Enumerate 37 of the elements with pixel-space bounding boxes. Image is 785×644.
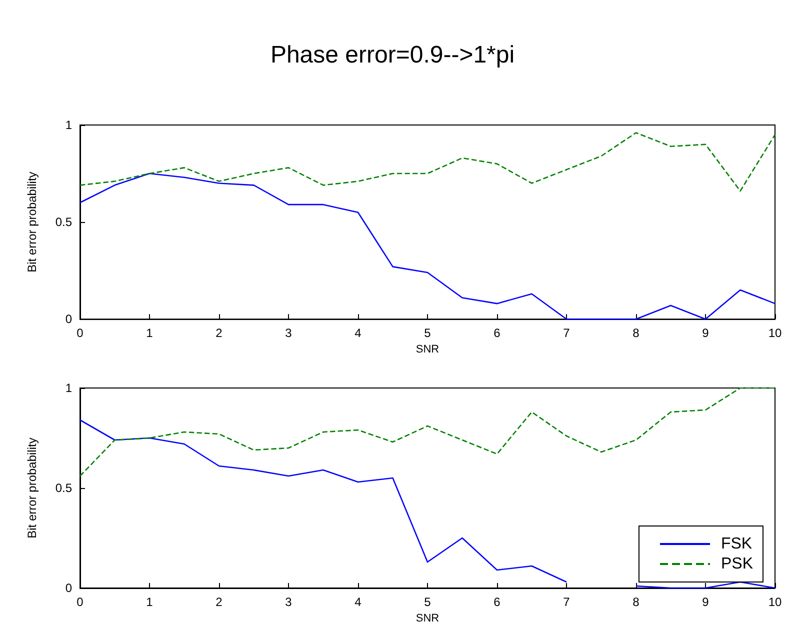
y-tick-label: 0 [65,312,72,326]
x-tick-label: 6 [494,595,501,609]
x-tick-label: 2 [216,595,223,609]
x-tick-label: 0 [76,326,84,340]
y-axis-title: Bit error probability [25,438,39,538]
y-axis-title: Bit error probability [25,172,39,272]
y-tick-label: 1 [65,118,72,132]
x-axis-title: SNR [416,344,440,356]
chart-title: Phase error=0.9-->1*pi [270,42,515,68]
line-series [79,387,776,477]
y-tick-label: 0.5 [55,215,72,230]
x-tick-label: 1 [146,595,154,609]
x-tick-label: 5 [424,595,432,609]
x-tick-label: 4 [354,326,362,340]
x-axis-title: SNR [416,612,440,624]
x-tick-label: 9 [702,595,710,609]
x-tick-label: 2 [216,326,223,340]
x-tick-label: 9 [702,326,710,340]
y-tick-label: 0 [65,581,72,595]
x-tick-label: 4 [354,595,362,609]
line-series [79,132,776,192]
x-tick-label: 0 [76,595,84,609]
legend-label: PSK [720,556,754,572]
x-tick-label: 8 [632,595,640,609]
legend-label: FSK [720,536,752,552]
x-tick-label: 7 [563,326,570,340]
x-tick-label: 5 [424,326,432,340]
x-tick-label: 3 [285,326,292,340]
y-tick-label: 1 [65,381,72,395]
x-tick-label: 3 [285,595,292,609]
x-tick-label: 8 [632,326,640,340]
x-tick-label: 7 [563,595,570,609]
x-tick-label: 6 [494,326,501,340]
x-tick-label: 1 [146,326,154,340]
y-tick-label: 0.5 [55,481,72,495]
x-tick-label: 10 [768,595,782,609]
x-tick-label: 10 [768,326,782,340]
